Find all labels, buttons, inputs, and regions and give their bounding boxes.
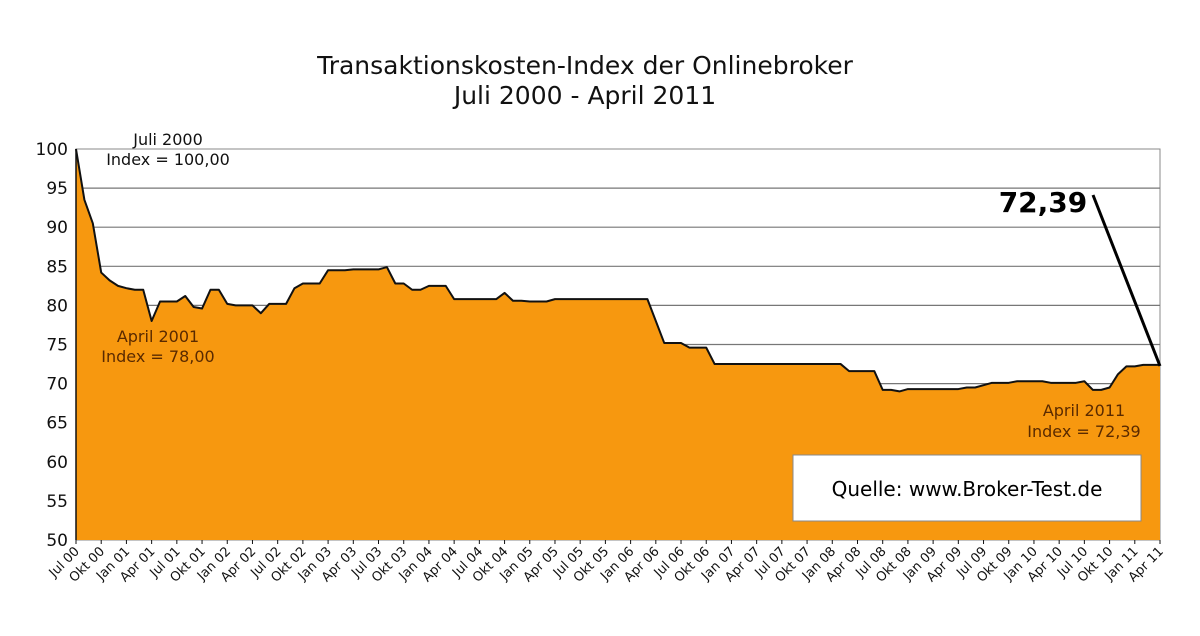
y-tick-label: 90 xyxy=(46,218,68,238)
data-area xyxy=(75,148,1160,540)
y-tick-label: 95 xyxy=(46,179,68,199)
y-tick-label: 80 xyxy=(46,296,68,316)
y-tick-label: 70 xyxy=(46,375,68,395)
y-tick-label: 60 xyxy=(46,453,68,473)
y-tick-label: 85 xyxy=(46,257,68,277)
y-tick-label: 55 xyxy=(46,492,68,512)
y-tick-label: 65 xyxy=(46,414,68,434)
final-value-highlight: 72,39 xyxy=(999,186,1088,219)
y-tick-label: 100 xyxy=(36,140,68,160)
annotation-low-index: Index = 78,00 xyxy=(101,347,214,366)
y-tick-label: 50 xyxy=(46,531,68,551)
annotation-end-label: April 2011 xyxy=(1043,401,1125,420)
annotation-start-label: Juli 2000 xyxy=(132,130,203,149)
chart-title: Transaktionskosten-Index der Onlinebroke… xyxy=(316,51,853,80)
source-label: Quelle: www.Broker-Test.de xyxy=(832,477,1103,501)
area-fill xyxy=(76,149,1160,540)
chart-subtitle: Juli 2000 - April 2011 xyxy=(452,81,716,110)
annotation-end-index: Index = 72,39 xyxy=(1027,422,1140,441)
source-box xyxy=(792,454,1142,522)
final-value-pointer xyxy=(1091,194,1162,367)
y-tick-label: 75 xyxy=(46,336,68,356)
series-line xyxy=(75,148,1160,393)
annotation-low-label: April 2001 xyxy=(117,327,199,346)
y-axis-ticks: 100 95 90 85 80 75 70 65 60 55 50 xyxy=(36,140,68,551)
annotation-start-index: Index = 100,00 xyxy=(106,150,230,169)
